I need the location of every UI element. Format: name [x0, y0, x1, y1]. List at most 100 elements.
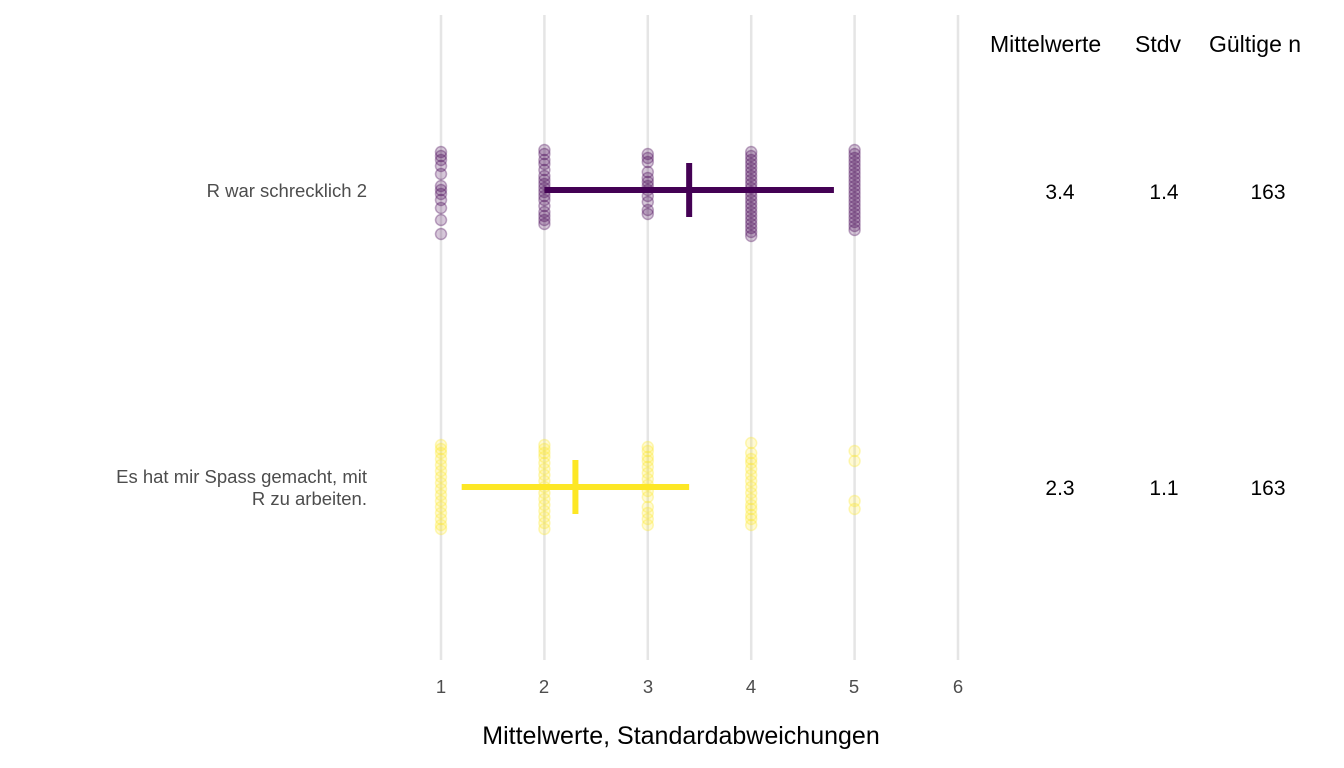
data-point — [744, 512, 758, 526]
data-point — [848, 143, 861, 157]
data-point — [434, 183, 448, 197]
row1-n: 163 — [1250, 181, 1286, 204]
data-point — [848, 179, 861, 193]
data-point — [538, 157, 551, 171]
data-point — [538, 510, 551, 524]
data-point — [538, 205, 551, 219]
y-label-row1: R war schrecklich 2 — [206, 180, 367, 201]
data-point — [538, 169, 551, 183]
data-point — [848, 215, 861, 229]
table-header-n: Gültige n — [1209, 31, 1302, 57]
data-point — [744, 169, 758, 183]
data-point — [538, 163, 551, 177]
x-tick-2: 2 — [538, 676, 550, 697]
row2-n: 163 — [1250, 477, 1286, 500]
data-point — [538, 173, 551, 187]
row2-sd: 1.1 — [1149, 477, 1179, 500]
data-point — [434, 506, 448, 520]
data-point — [434, 159, 448, 173]
data-point — [538, 492, 551, 506]
data-point — [744, 213, 758, 227]
data-point — [641, 195, 655, 209]
data-point — [641, 165, 655, 179]
data-point — [538, 199, 551, 213]
data-point — [848, 175, 861, 189]
data-point — [744, 229, 758, 243]
data-point — [538, 498, 551, 512]
data-point — [538, 522, 551, 536]
data-point — [641, 151, 655, 165]
data-point — [434, 438, 448, 452]
data-point — [744, 205, 758, 219]
data-point — [641, 512, 655, 526]
data-point — [434, 149, 448, 163]
data-point — [538, 213, 551, 227]
data-point — [641, 147, 655, 161]
data-point — [744, 221, 758, 235]
data-point — [434, 500, 448, 514]
data-point — [848, 163, 861, 177]
data-point — [434, 187, 448, 201]
data-point — [434, 522, 448, 536]
data-point — [848, 454, 861, 468]
data-point — [744, 502, 758, 516]
data-point — [434, 201, 448, 215]
data-point — [744, 480, 758, 494]
data-point — [744, 462, 758, 476]
data-point — [538, 193, 551, 207]
data-point — [641, 506, 655, 520]
data-point — [538, 516, 551, 530]
data-point — [848, 183, 861, 197]
data-point — [641, 500, 655, 514]
row1-mean: 3.4 — [1045, 181, 1075, 204]
data-point — [744, 486, 758, 500]
data-point — [744, 197, 758, 211]
data-point — [538, 438, 551, 452]
data-point — [744, 452, 758, 466]
data-point — [538, 456, 551, 470]
data-point — [641, 203, 655, 217]
x-tick-1: 1 — [435, 676, 447, 697]
data-point — [848, 155, 861, 169]
data-point — [848, 494, 861, 508]
data-point — [538, 153, 551, 167]
data-point — [744, 193, 758, 207]
data-point — [434, 476, 448, 490]
data-point — [434, 167, 448, 181]
data-point — [744, 157, 758, 171]
data-point — [538, 147, 551, 161]
data-point — [434, 464, 448, 478]
data-point — [744, 201, 758, 215]
data-point — [538, 468, 551, 482]
x-tick-3: 3 — [642, 676, 654, 697]
data-point — [744, 209, 758, 223]
data-point — [538, 442, 551, 456]
data-point — [538, 209, 551, 223]
data-point — [848, 203, 861, 217]
data-point — [744, 518, 758, 532]
data-point — [641, 466, 655, 480]
data-point — [434, 153, 448, 167]
data-point — [641, 490, 655, 504]
table-header-sd: Stdv — [1135, 31, 1182, 57]
data-point — [848, 151, 861, 165]
data-point — [641, 460, 655, 474]
data-point — [744, 161, 758, 175]
data-point — [434, 458, 448, 472]
data-point — [848, 207, 861, 221]
data-point — [641, 454, 655, 468]
data-point — [434, 482, 448, 496]
data-point — [434, 470, 448, 484]
data-point — [744, 446, 758, 460]
data-point — [641, 155, 655, 169]
data-point — [848, 167, 861, 181]
data-point — [434, 518, 448, 532]
data-point — [744, 508, 758, 522]
data-point — [848, 195, 861, 209]
data-point — [434, 488, 448, 502]
data-point — [848, 502, 861, 516]
data-point — [848, 191, 861, 205]
data-point — [434, 446, 448, 460]
data-point — [848, 187, 861, 201]
data-point — [848, 199, 861, 213]
